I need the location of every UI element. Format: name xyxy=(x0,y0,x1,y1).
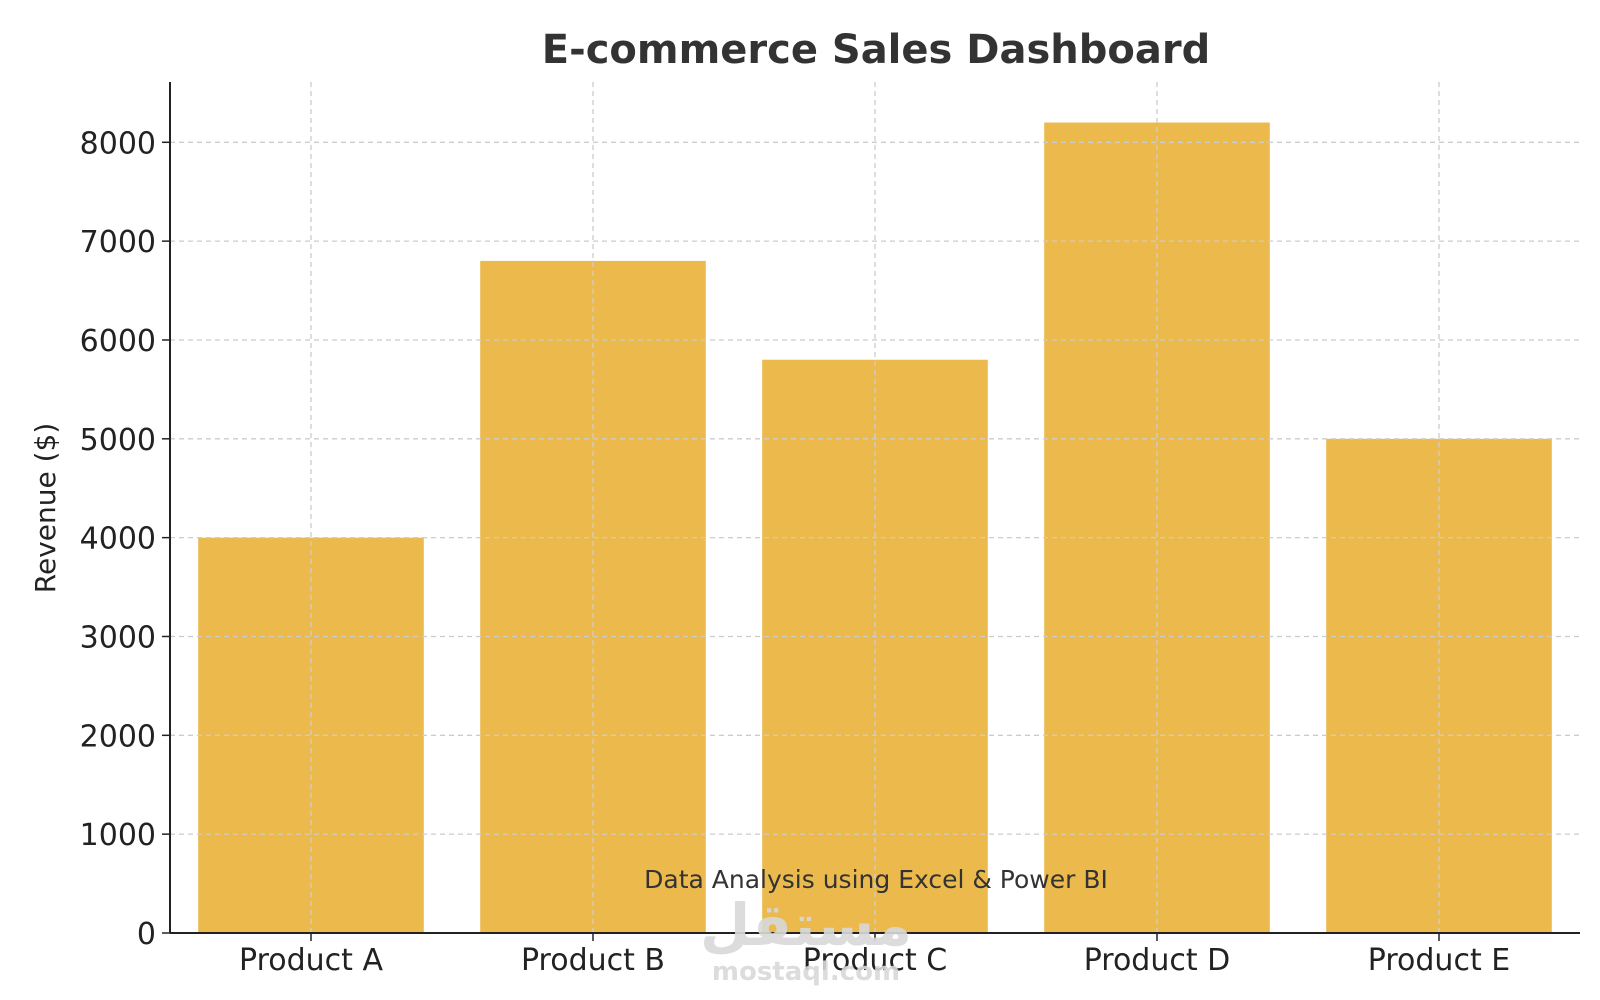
gridlines xyxy=(170,82,1580,933)
x-axis-ticks: Product A Product B Product C Product D Prod… xyxy=(239,933,1510,978)
x-tick-label: Product D xyxy=(1084,943,1231,978)
y-tick-label: 1000 xyxy=(80,818,156,853)
watermark-latin: mostaql.com xyxy=(712,957,900,987)
x-tick-label: Product E xyxy=(1368,943,1510,978)
y-tick-label: 2000 xyxy=(80,719,156,754)
y-tick-label: 5000 xyxy=(80,423,156,458)
y-tick-label: 6000 xyxy=(80,324,156,359)
y-tick-label: 0 xyxy=(137,917,156,952)
y-tick-label: 3000 xyxy=(80,620,156,655)
chart-title: E-commerce Sales Dashboard xyxy=(542,27,1210,73)
y-axis-label: Revenue ($) xyxy=(29,423,62,594)
x-tick-label: Product B xyxy=(521,943,665,978)
y-tick-label: 7000 xyxy=(80,225,156,260)
x-tick-label: Product A xyxy=(239,943,383,978)
y-axis-ticks: 0 1000 2000 3000 4000 5000 6000 7000 8000 xyxy=(80,126,170,952)
chart-annotation: Data Analysis using Excel & Power BI xyxy=(644,865,1108,894)
watermark-arabic: مستقل xyxy=(700,891,912,959)
watermark-logo: مستقل mostaql.com xyxy=(700,891,912,987)
y-tick-label: 4000 xyxy=(80,522,156,557)
x-tick-label: Product C xyxy=(803,943,947,978)
y-tick-label: 8000 xyxy=(80,126,156,161)
